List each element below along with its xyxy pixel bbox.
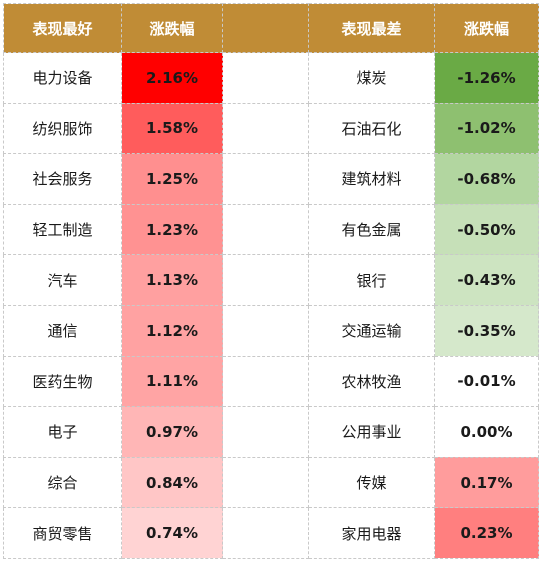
best-sector-name: 综合: [3, 456, 122, 509]
worst-sector-name: 交通运输: [308, 304, 435, 357]
spacer-cell: [222, 507, 309, 559]
worst-sector-change: 0.00%: [434, 406, 539, 458]
best-sector-change: 1.23%: [121, 203, 223, 256]
spacer-cell: [222, 153, 309, 205]
spacer-cell: [222, 52, 309, 104]
best-sector-name: 汽车: [3, 254, 122, 306]
best-sector-name: 商贸零售: [3, 507, 122, 559]
worst-sector-name: 石油石化: [308, 102, 435, 155]
spacer-cell: [222, 355, 309, 408]
worst-change-header: 涨跌幅: [434, 3, 539, 53]
table-row: 纺织服饰 1.58% 石油石化 -1.02%: [3, 102, 539, 155]
worst-sector-name: 建筑材料: [308, 153, 435, 205]
best-sector-name: 电力设备: [3, 52, 122, 104]
best-sector-change: 1.58%: [121, 102, 223, 155]
table-row: 医药生物 1.11% 农林牧渔 -0.01%: [3, 355, 539, 408]
spacer-header: [222, 3, 309, 53]
best-sector-name: 纺织服饰: [3, 102, 122, 155]
spacer-cell: [222, 254, 309, 306]
worst-sector-name: 家用电器: [308, 507, 435, 559]
table-row: 商贸零售 0.74% 家用电器 0.23%: [3, 507, 539, 559]
worst-sector-name: 煤炭: [308, 52, 435, 104]
worst-sector-change: -0.50%: [434, 203, 539, 256]
best-sector-change: 0.97%: [121, 406, 223, 458]
sector-performance-table: 表现最好 涨跌幅 表现最差 涨跌幅 电力设备 2.16% 煤炭 -1.26% 纺织服饰 1…: [3, 3, 539, 559]
table-row: 电子 0.97% 公用事业 0.00%: [3, 406, 539, 458]
worst-sector-change: -0.01%: [434, 355, 539, 408]
spacer-cell: [222, 456, 309, 509]
spacer-cell: [222, 304, 309, 357]
table-row: 通信 1.12% 交通运输 -0.35%: [3, 304, 539, 357]
worst-sector-name: 公用事业: [308, 406, 435, 458]
best-sector-change: 1.11%: [121, 355, 223, 408]
best-sector-name: 医药生物: [3, 355, 122, 408]
worst-sector-name: 银行: [308, 254, 435, 306]
best-sector-name: 通信: [3, 304, 122, 357]
spacer-cell: [222, 203, 309, 256]
spacer-cell: [222, 406, 309, 458]
table-row: 轻工制造 1.23% 有色金属 -0.50%: [3, 203, 539, 256]
worst-sector-change: 0.17%: [434, 456, 539, 509]
worst-sector-change: -1.26%: [434, 52, 539, 104]
best-header: 表现最好: [3, 3, 122, 53]
best-sector-name: 轻工制造: [3, 203, 122, 256]
best-sector-change: 1.25%: [121, 153, 223, 205]
best-sector-change: 1.13%: [121, 254, 223, 306]
worst-sector-change: 0.23%: [434, 507, 539, 559]
table-row: 社会服务 1.25% 建筑材料 -0.68%: [3, 153, 539, 205]
worst-sector-name: 传媒: [308, 456, 435, 509]
best-sector-name: 社会服务: [3, 153, 122, 205]
best-sector-change: 1.12%: [121, 304, 223, 357]
worst-sector-change: -0.43%: [434, 254, 539, 306]
worst-sector-change: -0.68%: [434, 153, 539, 205]
spacer-cell: [222, 102, 309, 155]
worst-sector-name: 有色金属: [308, 203, 435, 256]
best-sector-change: 0.74%: [121, 507, 223, 559]
best-change-header: 涨跌幅: [121, 3, 223, 53]
table-row: 汽车 1.13% 银行 -0.43%: [3, 254, 539, 306]
worst-header: 表现最差: [308, 3, 435, 53]
header-row: 表现最好 涨跌幅 表现最差 涨跌幅: [3, 3, 539, 53]
best-sector-name: 电子: [3, 406, 122, 458]
best-sector-change: 2.16%: [121, 52, 223, 104]
table-row: 综合 0.84% 传媒 0.17%: [3, 456, 539, 509]
table-row: 电力设备 2.16% 煤炭 -1.26%: [3, 52, 539, 104]
best-sector-change: 0.84%: [121, 456, 223, 509]
worst-sector-change: -0.35%: [434, 304, 539, 357]
worst-sector-name: 农林牧渔: [308, 355, 435, 408]
worst-sector-change: -1.02%: [434, 102, 539, 155]
